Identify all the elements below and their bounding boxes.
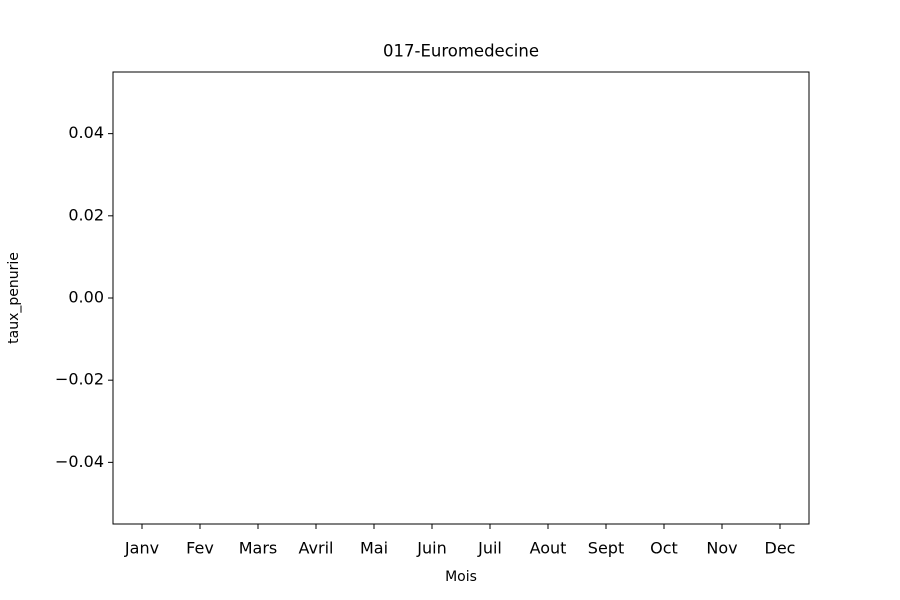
x-tick-label: Juil [477,539,502,558]
x-tick-label: Sept [588,539,624,558]
x-tick-label: Aout [530,539,567,558]
y-tick-label: −0.02 [55,370,104,389]
x-tick-label: Juin [416,539,446,558]
y-tick-label: −0.04 [55,452,104,471]
x-tick-label: Avril [299,539,334,558]
plot-frame [112,71,810,525]
y-tick-label: 0.04 [68,123,104,142]
y-tick-label: 0.02 [68,205,104,224]
x-tick-label: Mai [360,539,388,558]
chart-title: 017-Euromedecine [383,42,539,61]
x-tick-label: Mars [239,539,278,558]
x-tick-label: Fev [186,539,214,558]
y-tick-label: 0.00 [68,288,104,307]
x-tick-label: Janv [124,539,159,558]
x-tick-label: Oct [650,539,678,558]
y-axis-label: taux_penurie [6,252,22,344]
x-tick-label: Dec [765,539,796,558]
x-tick-label: Nov [706,539,737,558]
x-axis-label: Mois [445,569,477,585]
